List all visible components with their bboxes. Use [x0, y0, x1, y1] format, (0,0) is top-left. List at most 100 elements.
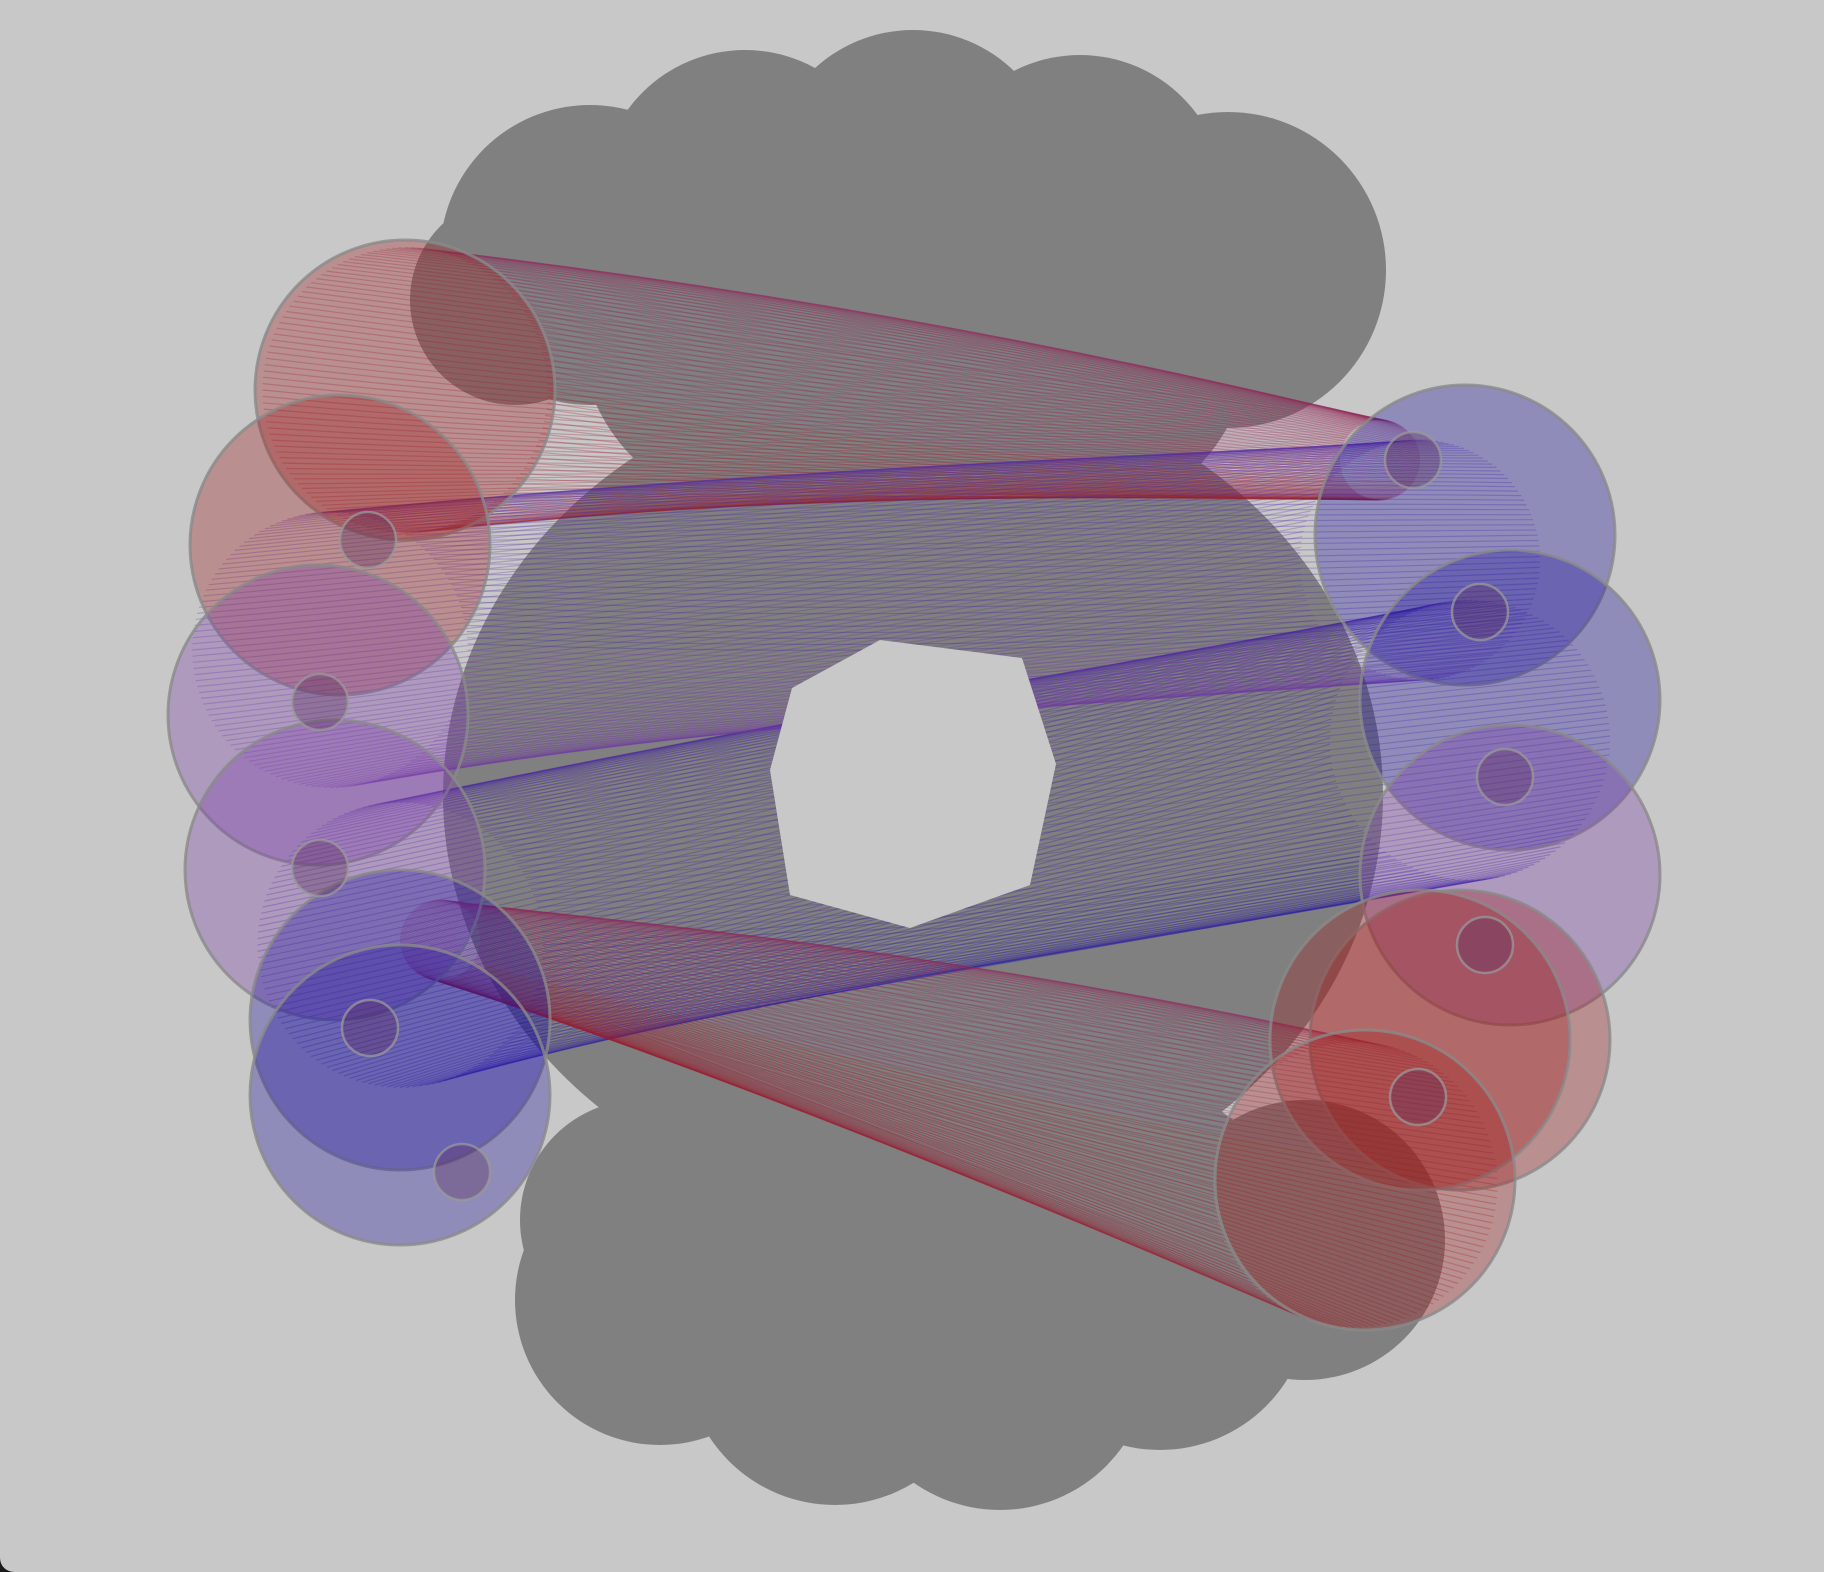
tube-strand	[378, 489, 1519, 522]
tube-strand	[471, 963, 1498, 1192]
tube-strand	[462, 972, 1489, 1236]
tube-strand	[214, 448, 1375, 575]
tube-strand	[470, 913, 1394, 1049]
tube-strand	[418, 864, 1408, 1087]
tube-strand	[443, 873, 1431, 1082]
tube-strand	[193, 479, 1332, 633]
tube-strand	[348, 480, 1347, 522]
tube-strand	[436, 250, 1410, 434]
tube-strand	[520, 305, 1421, 460]
tube-strand	[478, 927, 1444, 1075]
tube-strand	[287, 444, 1454, 520]
tube-strand	[430, 978, 1406, 1319]
tube-strand	[416, 906, 1222, 1136]
tube-strand	[479, 940, 1474, 1108]
tube-strand	[483, 270, 1418, 446]
tube-strand	[535, 778, 1605, 902]
tube-strand	[399, 936, 1233, 1259]
tube-strand	[282, 316, 1364, 425]
tube-strand	[448, 566, 1540, 583]
tube-strand	[455, 495, 1371, 524]
tube-strand	[538, 439, 1404, 494]
tube-strand	[401, 926, 1218, 1224]
tube-strand	[460, 593, 1536, 615]
tube-strand	[211, 552, 1301, 722]
tube-strand	[336, 462, 1493, 513]
tube-strand	[442, 899, 1283, 1064]
tube-strand	[208, 546, 1301, 716]
tube-strand	[400, 945, 1253, 1285]
tube-strand	[432, 978, 1412, 1317]
tube-strand	[269, 433, 1342, 456]
tube-strand	[400, 931, 1225, 1242]
tube-strand	[479, 938, 1471, 1102]
tube-strand	[426, 977, 1394, 1323]
tube-strand	[321, 274, 1379, 421]
tube-strand	[477, 952, 1493, 1148]
tube-strand	[439, 979, 1434, 1305]
tube-strand	[401, 951, 1267, 1297]
tube-strand	[234, 441, 1401, 551]
tube-strand	[411, 967, 1330, 1326]
tube-strand	[373, 250, 1395, 424]
tube-strand	[276, 327, 1361, 426]
tube-strand	[200, 461, 1352, 603]
tube-strand	[226, 573, 1301, 742]
inner-ring	[290, 672, 350, 732]
tube-strand	[428, 901, 1244, 1097]
tube-strand	[446, 978, 1454, 1289]
tube-strand	[547, 389, 1414, 484]
tube-strand	[417, 247, 1406, 430]
tube-strand	[542, 823, 1583, 952]
tube-strand	[530, 456, 1399, 497]
tube-strand	[400, 944, 1248, 1280]
tube-strand	[222, 568, 1301, 737]
tube-strand	[368, 834, 1368, 1085]
tube-strand	[410, 966, 1324, 1325]
tube-strand	[404, 921, 1214, 1205]
tube-strand	[546, 370, 1416, 479]
tube-strand	[533, 451, 1400, 496]
tube-strand	[387, 847, 1382, 1088]
tube-strand	[262, 395, 1347, 441]
tube-strand	[301, 290, 1372, 422]
tube-strand	[468, 910, 1381, 1046]
tube-strand	[360, 476, 1509, 517]
tube-strand	[412, 910, 1217, 1154]
tube-strand	[472, 916, 1406, 1053]
tube-strand	[192, 483, 1328, 639]
tube-strand	[316, 471, 1342, 502]
tube-strand	[259, 439, 1428, 533]
tube-strand	[433, 545, 1540, 560]
tube-strand	[421, 903, 1230, 1119]
tube-strand	[542, 818, 1586, 946]
inner-ring	[1475, 747, 1535, 807]
tube-strand	[348, 469, 1501, 515]
tube-strand	[440, 899, 1277, 1067]
tube-strand	[466, 496, 1375, 519]
tube-strand	[436, 899, 1267, 1075]
tube-strand	[192, 496, 1319, 657]
tube-strand	[540, 796, 1598, 921]
tube-strand	[316, 786, 1339, 1061]
tube-strand	[464, 971, 1491, 1230]
tube-strand	[452, 901, 1318, 1049]
tube-strand	[444, 979, 1449, 1293]
tube-strand	[425, 867, 1413, 1086]
tube-strand	[472, 263, 1416, 443]
end-discs	[166, 238, 1662, 1332]
tube-strand	[478, 879, 1468, 1065]
tube-strand	[540, 433, 1405, 493]
tube-strand	[195, 471, 1339, 620]
tube-strand	[269, 345, 1356, 429]
tube-strand	[399, 935, 1230, 1254]
tube-strand	[507, 487, 1389, 500]
tube-strand	[408, 963, 1312, 1322]
tube-strand	[379, 249, 1397, 425]
tube-strand	[455, 876, 1443, 1077]
tube-strand	[424, 492, 1363, 532]
tube-strand	[367, 252, 1394, 423]
tube-strand	[528, 760, 1609, 884]
tube-strand	[474, 958, 1497, 1173]
tube-strand	[197, 467, 1343, 614]
